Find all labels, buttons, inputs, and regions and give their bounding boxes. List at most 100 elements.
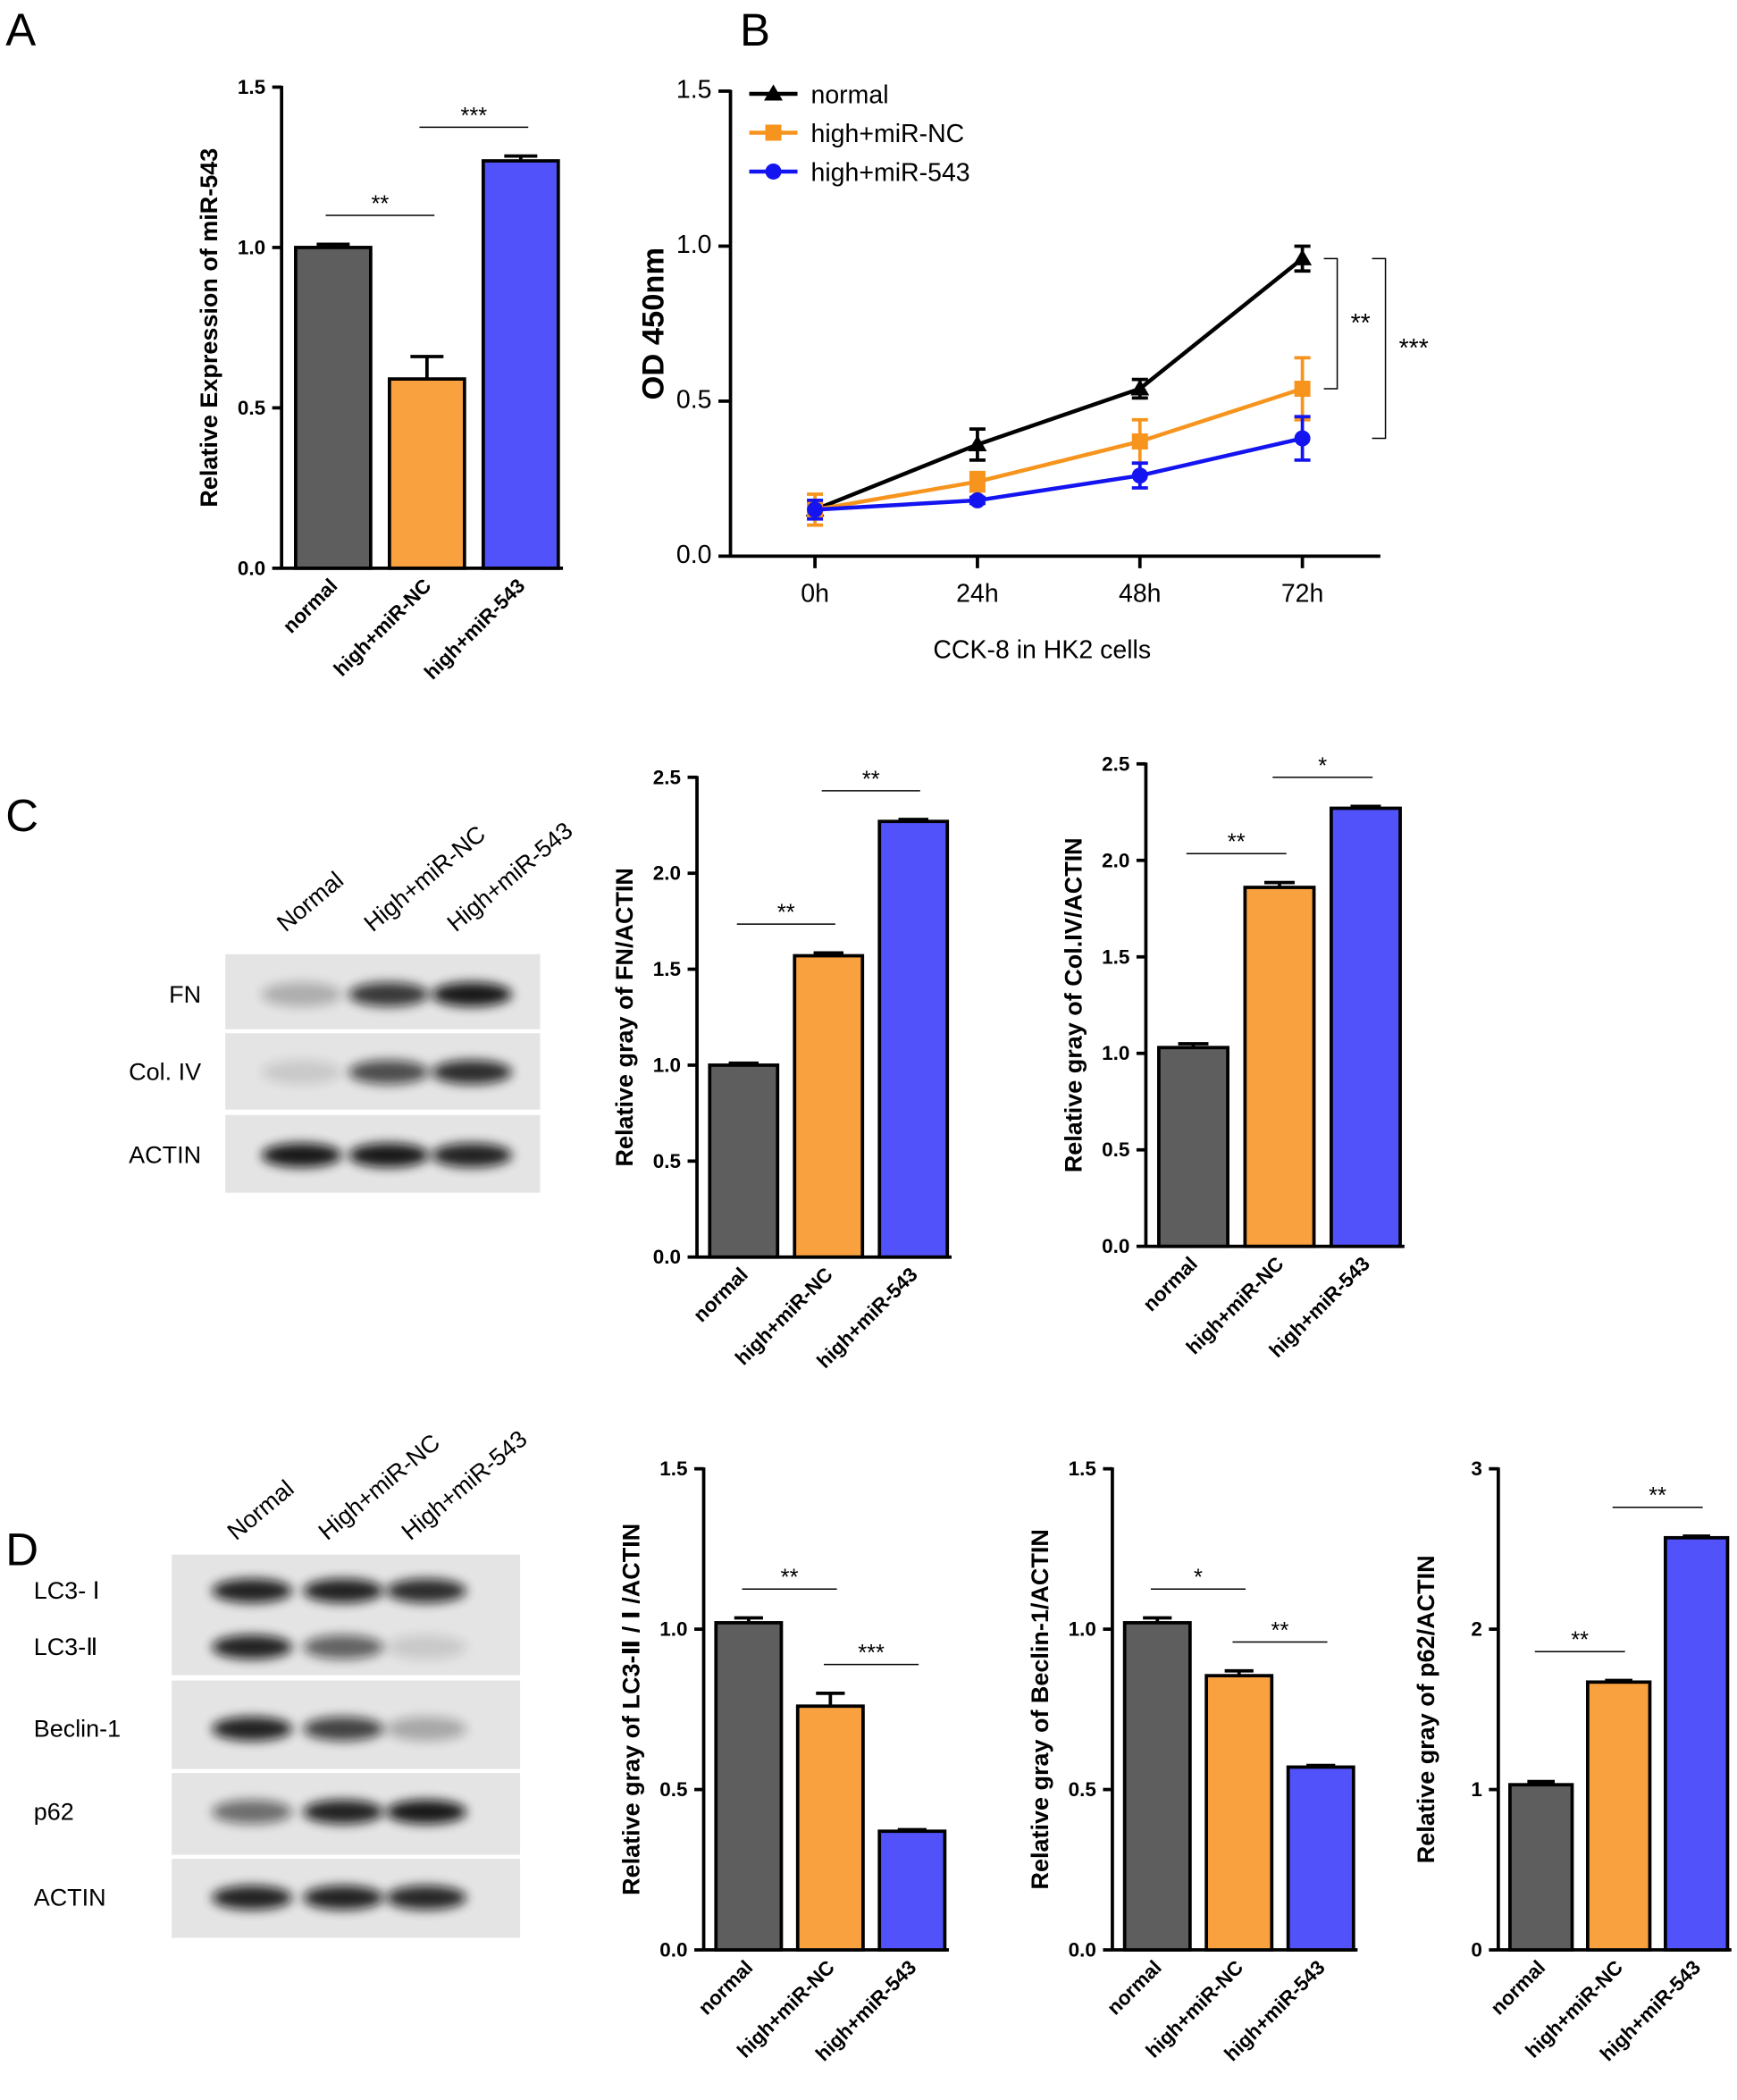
x-tick-label: normal bbox=[1103, 1956, 1166, 2020]
band bbox=[432, 1060, 513, 1085]
band bbox=[348, 1060, 430, 1085]
marker bbox=[1131, 467, 1148, 484]
panel-label: A bbox=[5, 4, 36, 55]
y-tick-label: 2.0 bbox=[1102, 849, 1129, 871]
x-tick-label: normal bbox=[279, 575, 342, 638]
y-tick-label: 2 bbox=[1471, 1618, 1482, 1641]
significance-label: ** bbox=[862, 767, 880, 792]
bar bbox=[708, 1063, 780, 1259]
bar bbox=[1243, 886, 1316, 1248]
y-tick-label: 1.5 bbox=[659, 1457, 687, 1480]
significance-label: ** bbox=[781, 1566, 799, 1591]
y-tick-label: 0.5 bbox=[659, 1778, 687, 1801]
y-axis-label: Relative gray of LC3-Ⅱ / Ⅰ /ACTIN bbox=[618, 1524, 645, 1895]
band bbox=[261, 1143, 342, 1168]
significance-label: ** bbox=[777, 901, 795, 926]
bar bbox=[294, 246, 373, 570]
series-line bbox=[814, 386, 1304, 512]
y-tick-label: 0.5 bbox=[1102, 1138, 1129, 1161]
y-axis-label: OD 450nm bbox=[637, 248, 671, 400]
y-tick-label: 0.0 bbox=[238, 557, 265, 579]
x-tick-label: high+miR-543 bbox=[420, 575, 529, 684]
band bbox=[212, 1886, 293, 1911]
y-tick-label: 2.0 bbox=[653, 862, 681, 885]
bar bbox=[793, 953, 865, 1259]
significance-label: * bbox=[1194, 1566, 1203, 1591]
band bbox=[386, 1717, 467, 1742]
panel-label: D bbox=[5, 1525, 38, 1575]
y-tick-label: 0.0 bbox=[676, 541, 712, 569]
marker bbox=[1293, 248, 1313, 265]
significance-label: ** bbox=[1228, 830, 1246, 855]
y-tick-label: 0.0 bbox=[1069, 1939, 1096, 1961]
marker bbox=[1294, 381, 1311, 398]
band bbox=[386, 1886, 467, 1911]
marker bbox=[807, 501, 824, 518]
y-tick-label: 1.0 bbox=[1069, 1618, 1096, 1641]
y-axis-label: Relative gray of Col.IV/ACTIN bbox=[1060, 837, 1087, 1172]
marker bbox=[1294, 430, 1311, 447]
bar bbox=[1586, 1680, 1652, 1952]
x-tick-label: normal bbox=[1487, 1956, 1550, 2020]
marker bbox=[765, 163, 782, 180]
y-tick-label: 1.5 bbox=[1069, 1457, 1096, 1480]
x-tick-label: normal bbox=[689, 1264, 752, 1327]
legend-label: normal bbox=[811, 80, 889, 109]
significance-label: *** bbox=[460, 104, 487, 129]
y-tick-label: 0.0 bbox=[653, 1246, 681, 1268]
bar bbox=[877, 1829, 947, 1952]
blot-row-label: p62 bbox=[34, 1799, 74, 1826]
band bbox=[303, 1634, 384, 1659]
y-tick-label: 0.5 bbox=[238, 397, 265, 419]
band bbox=[348, 1143, 430, 1168]
marker bbox=[1131, 433, 1148, 450]
significance-bracket bbox=[1372, 257, 1387, 440]
band bbox=[386, 1634, 467, 1659]
bar bbox=[481, 159, 560, 570]
lane-label: Normal bbox=[222, 1474, 299, 1545]
series-line bbox=[814, 436, 1304, 512]
band bbox=[212, 1578, 293, 1603]
band bbox=[303, 1717, 384, 1742]
significance-bracket bbox=[1323, 257, 1338, 390]
y-tick-label: 0.0 bbox=[659, 1939, 687, 1961]
y-axis-label: Relative gray of p62/ACTIN bbox=[1413, 1555, 1439, 1863]
significance-label: ** bbox=[371, 192, 389, 217]
significance-label: *** bbox=[858, 1641, 885, 1666]
legend-label: high+miR-543 bbox=[811, 158, 970, 187]
series-line bbox=[814, 256, 1305, 512]
y-tick-label: 0.5 bbox=[1069, 1778, 1096, 1801]
significance-label: ** bbox=[1271, 1618, 1289, 1643]
legend-label: high+miR-NC bbox=[811, 120, 965, 148]
y-tick-label: 1.0 bbox=[653, 1054, 681, 1076]
blot-row-label: Col. IV bbox=[129, 1059, 201, 1086]
band bbox=[212, 1634, 293, 1659]
significance-label: *** bbox=[1399, 334, 1429, 363]
band bbox=[432, 982, 513, 1007]
blot-row-label: FN bbox=[169, 981, 201, 1008]
marker bbox=[765, 124, 782, 141]
marker bbox=[1130, 379, 1150, 396]
blot-row-label: LC3-Ⅱ bbox=[34, 1634, 98, 1660]
bar bbox=[387, 377, 466, 570]
y-tick-label: 1.0 bbox=[676, 231, 712, 259]
marker bbox=[969, 474, 986, 491]
bar bbox=[1286, 1765, 1355, 1952]
y-tick-label: 0.5 bbox=[653, 1150, 681, 1172]
y-tick-label: 1.0 bbox=[238, 236, 265, 258]
band bbox=[303, 1578, 384, 1603]
bar bbox=[714, 1621, 784, 1952]
band bbox=[432, 1143, 513, 1168]
band bbox=[348, 982, 430, 1007]
y-axis-label: Relative gray of Beclin-1/ACTIN bbox=[1027, 1529, 1053, 1889]
y-axis-label: Relative gray of FN/ACTIN bbox=[611, 868, 638, 1166]
bar bbox=[1663, 1535, 1730, 1952]
panel-label: C bbox=[5, 790, 38, 841]
x-tick-label: 72h bbox=[1281, 579, 1324, 608]
x-tick-label: normal bbox=[694, 1956, 758, 2020]
x-tick-label: 0h bbox=[801, 579, 829, 608]
significance-label: * bbox=[1318, 753, 1327, 778]
y-tick-label: 1 bbox=[1471, 1778, 1482, 1801]
